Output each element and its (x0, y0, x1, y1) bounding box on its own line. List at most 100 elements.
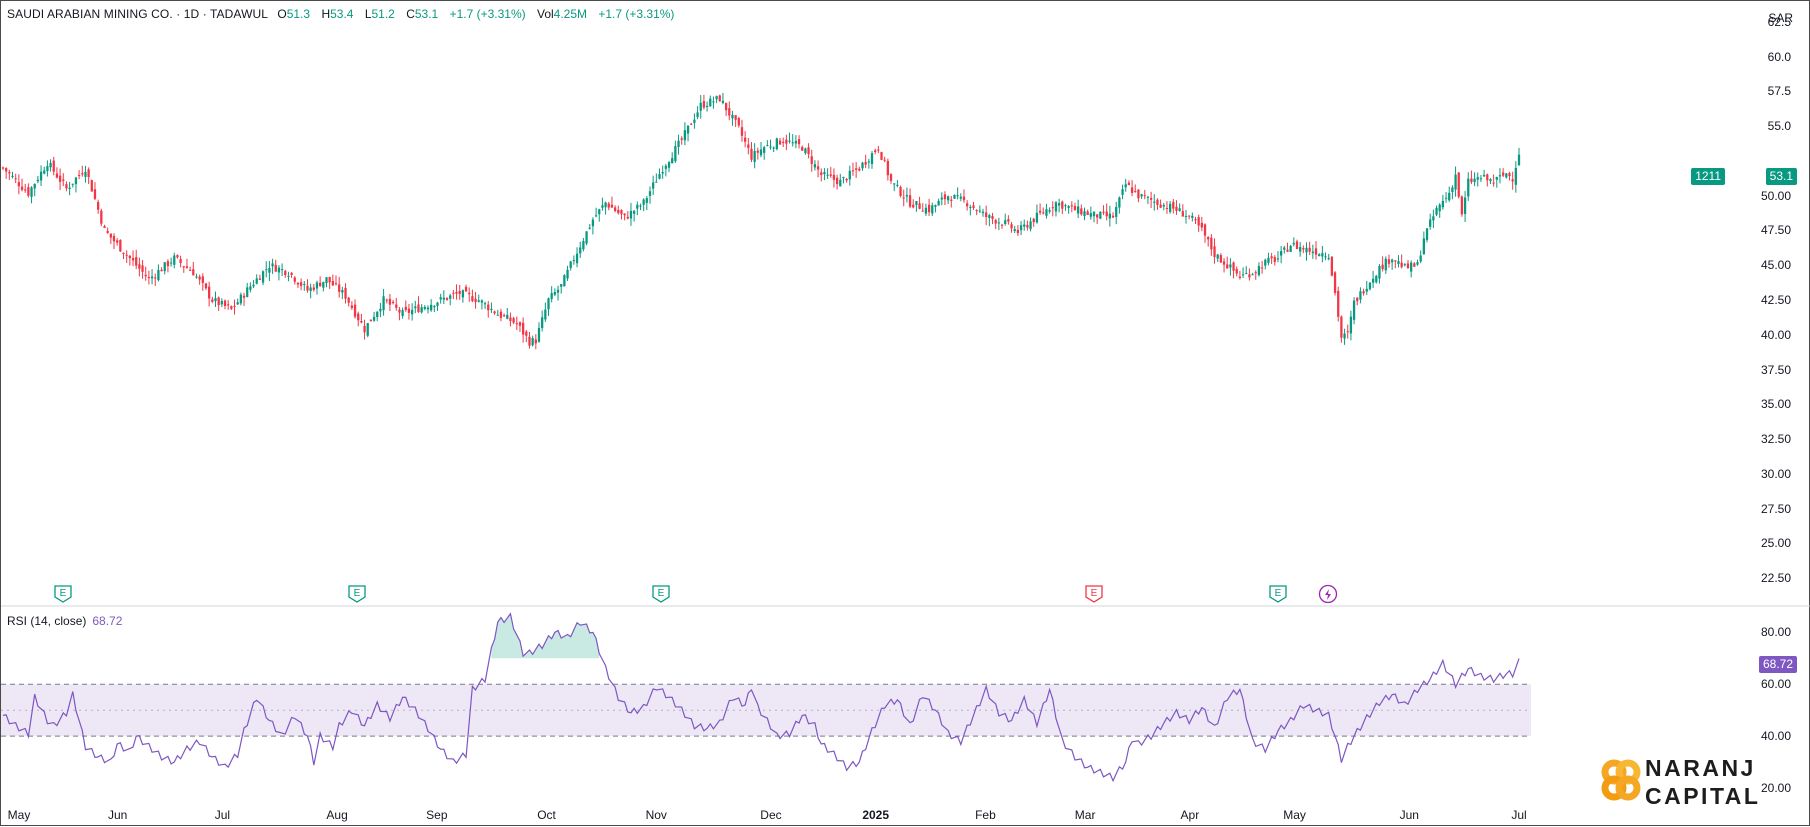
candle-body (496, 314, 499, 316)
candle (1289, 244, 1292, 253)
candle (1327, 253, 1330, 261)
candle (1514, 161, 1517, 193)
candle (610, 196, 614, 208)
candle-body (753, 150, 756, 162)
candle (176, 254, 179, 259)
rsi-value: 68.72 (92, 614, 123, 628)
candle (937, 198, 940, 206)
candle (125, 250, 128, 263)
candle (461, 289, 465, 303)
lightning-marker-bolt (1325, 589, 1331, 600)
candle (363, 319, 366, 340)
earnings-marker-label: E (60, 588, 67, 599)
candle-body (966, 203, 969, 207)
candle (499, 308, 503, 322)
candle-body (997, 222, 1001, 224)
candle-body (1089, 213, 1092, 217)
candle (357, 311, 360, 327)
candle (905, 187, 909, 203)
earnings-icon[interactable]: E (348, 585, 366, 603)
candle-body (315, 282, 319, 289)
candle-body (667, 162, 671, 168)
candle (1305, 242, 1308, 261)
earnings-icon[interactable]: E (54, 585, 72, 603)
candle-body (366, 323, 369, 336)
candle-body (816, 166, 820, 170)
candle-body (709, 98, 712, 107)
candle-body (1264, 259, 1267, 266)
candle (667, 160, 671, 173)
candle (1390, 258, 1394, 270)
candle-body (233, 305, 236, 307)
candle (598, 208, 601, 222)
candle (493, 310, 496, 315)
candle-body (1267, 257, 1270, 263)
candle-body (801, 146, 804, 151)
candle (309, 283, 312, 299)
candle-body (331, 281, 334, 286)
candle-body (1248, 274, 1251, 278)
candle-body (433, 305, 436, 308)
candle (1134, 184, 1137, 193)
candle-body (122, 252, 125, 254)
candle-body (217, 297, 220, 306)
symbol-title[interactable]: SAUDI ARABIAN MINING CO. · 1D · TADAWUL (7, 7, 269, 21)
candle-body (1251, 274, 1254, 276)
candle-body (718, 95, 721, 102)
candle-body (420, 307, 423, 313)
earnings-icon[interactable]: E (1085, 585, 1103, 603)
currency-label[interactable]: SAR (1768, 11, 1793, 25)
candle-body (236, 302, 239, 305)
candle-body (27, 187, 30, 196)
candle (1077, 199, 1080, 219)
candle-body (1352, 300, 1356, 320)
candle-body (458, 290, 461, 294)
lightning-icon[interactable] (1318, 584, 1338, 604)
candle (480, 299, 484, 310)
candle-body (230, 306, 233, 309)
candle (1454, 166, 1457, 197)
candle (874, 148, 877, 155)
candle (442, 290, 445, 305)
candle-body (782, 141, 785, 143)
candle-body (813, 164, 817, 168)
candle-body (639, 205, 642, 207)
candle (97, 199, 100, 214)
candle-body (652, 182, 655, 189)
candle-body (870, 153, 874, 164)
price-tick-label: 50.00 (1760, 188, 1791, 203)
candle-body (1371, 278, 1375, 283)
candle-body (442, 297, 445, 300)
candle-body (100, 210, 103, 224)
candle-body (1048, 210, 1051, 212)
candle-body (1172, 201, 1175, 209)
candle-body (1495, 177, 1498, 180)
candle-body (1000, 224, 1004, 226)
candle (52, 156, 55, 176)
candle (1270, 253, 1273, 264)
candle-body (744, 137, 747, 142)
candle (360, 313, 363, 324)
candle-body (426, 307, 430, 310)
candle (563, 274, 566, 287)
candle-body (1143, 195, 1146, 197)
candle (1279, 246, 1283, 264)
earnings-icon[interactable]: E (1269, 585, 1287, 603)
candle-body (135, 257, 138, 266)
candle-body (1517, 154, 1521, 166)
candle (1479, 175, 1483, 183)
candle-body (1356, 297, 1359, 302)
candle (740, 119, 744, 142)
candle-body (629, 210, 633, 219)
candle-body (1061, 201, 1064, 209)
candle (436, 301, 439, 311)
earnings-icon[interactable]: E (652, 585, 670, 603)
rsi-legend[interactable]: RSI (14, close) 68.72 (7, 614, 122, 628)
candle-body (5, 167, 8, 172)
candle-body (867, 161, 870, 163)
candle (648, 186, 652, 204)
candle-body (1210, 237, 1213, 250)
candle (1222, 258, 1226, 273)
candle (1489, 178, 1492, 184)
